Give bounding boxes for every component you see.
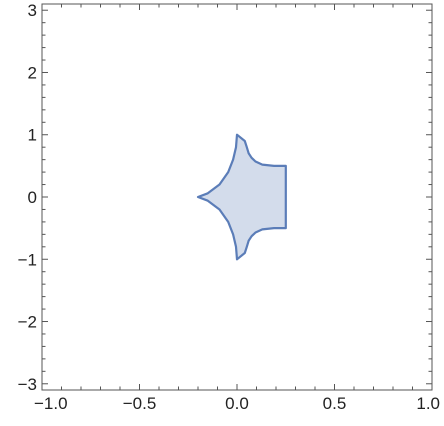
tick-layer: [41, 4, 433, 390]
y-tick-label: −1: [18, 250, 37, 269]
y-tick-label: 1: [28, 126, 37, 145]
y-tick-label: 0: [28, 188, 37, 207]
x-tick-label: −0.5: [123, 394, 157, 413]
tick-label-layer: −1.0 −0.5 0.0 0.5 1.0 −3 −2 −1 0 1 2 3: [18, 1, 440, 413]
y-tick-label: −2: [18, 313, 37, 332]
region-layer: [196, 133, 287, 261]
y-tick-label: 3: [28, 1, 37, 20]
x-tick-label: −1.0: [34, 394, 68, 413]
region-shape-0: [196, 133, 287, 261]
x-tick-label: 0.0: [225, 394, 249, 413]
y-tick-label: 2: [28, 63, 37, 82]
x-tick-label: 1.0: [416, 394, 440, 413]
x-tick-label: 0.5: [323, 394, 347, 413]
y-tick-label: −3: [18, 375, 37, 394]
